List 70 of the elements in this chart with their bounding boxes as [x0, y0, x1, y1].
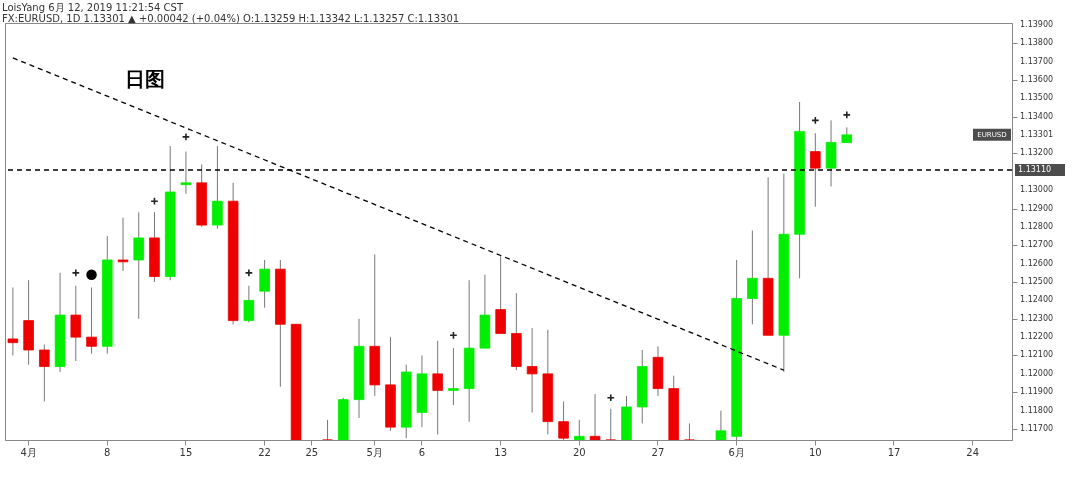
point	[449, 331, 458, 340]
x-tick-label: 15	[179, 446, 193, 458]
y-tick-label: 1.12100	[1020, 350, 1054, 360]
x-tick-label: 20	[572, 446, 586, 458]
candlestick	[432, 340, 443, 435]
candlestick	[7, 287, 19, 356]
candlestick	[495, 255, 506, 334]
y-tick-label: 1.13200	[1020, 148, 1054, 158]
y-tick-label: 1.12600	[1020, 258, 1054, 268]
candlestick	[715, 410, 727, 440]
y-tick-label: 1.13500	[1020, 93, 1054, 103]
y-tick-label: 1.13600	[1020, 74, 1054, 84]
candlestick	[558, 400, 569, 440]
candlestick	[180, 151, 192, 195]
y-tick-label: 1.12700	[1020, 240, 1054, 250]
y-tick-label: 1.13400	[1020, 111, 1054, 121]
x-tick-label: 22	[258, 446, 271, 458]
x-tick-label: 27	[651, 446, 665, 458]
y-tick-label: 1.13700	[1020, 56, 1054, 66]
candlestick	[133, 211, 145, 320]
candlestick	[212, 145, 223, 230]
y-tick-label: 1.12300	[1020, 313, 1054, 323]
y-tick-label: 1.12800	[1020, 221, 1054, 231]
point	[606, 393, 615, 402]
y-tick-label: 1.13301	[1020, 129, 1054, 139]
x-tick-label: 25	[305, 446, 319, 458]
candlestick	[243, 285, 255, 323]
point	[71, 268, 80, 277]
y-tick-label: 1.13000	[1020, 185, 1054, 195]
y-tick-label: 1.11900	[1020, 387, 1054, 397]
x-tick-label: 13	[494, 446, 507, 458]
candlestick	[448, 347, 459, 406]
candlestick	[117, 217, 129, 272]
y-tick-label: 1.13900	[1020, 19, 1054, 29]
x-tick-label: 4月	[20, 446, 37, 458]
y-tick-label: 1.11700	[1020, 423, 1054, 433]
point	[244, 268, 254, 277]
candlestick	[684, 422, 695, 440]
point	[150, 197, 159, 206]
x-tick-label: 17	[887, 446, 901, 458]
annotation: FX:EURUSD, 1D 1.13301 ▲ +0.00042 (+0.04%) O:1.13259 H:1.13342 L:1.13257 C:1.13301	[2, 13, 460, 24]
y-tick-label: 1.12500	[1020, 277, 1054, 287]
y-tick-label: 1.12200	[1020, 332, 1054, 342]
candlestick	[259, 259, 270, 309]
candlestick	[70, 285, 82, 362]
candlestick	[589, 393, 601, 440]
x-tick-label: 5月	[366, 446, 383, 458]
x-tick-label: 8	[104, 446, 111, 458]
x-tick-label: 6	[418, 446, 426, 458]
candlestick	[39, 343, 50, 402]
y-tick-label: 1.12400	[1020, 295, 1054, 305]
candlestick	[605, 408, 617, 440]
y-tick-label: 1.11800	[1020, 405, 1054, 415]
candlestick	[810, 132, 821, 208]
y-tick-label: 1.12900	[1020, 203, 1054, 213]
point	[86, 269, 97, 280]
text: 日图	[125, 67, 165, 91]
y-tick-label: 1.12000	[1020, 368, 1054, 378]
x-tick-label: 10	[808, 446, 822, 458]
candlestick	[747, 230, 758, 325]
candlestick	[322, 419, 333, 440]
ref-line-label: 1.13110	[1018, 164, 1052, 174]
x-tick-label: 6月	[728, 446, 745, 458]
text: LoisYang 6月 12, 2019 11:21:54 CST	[2, 2, 184, 13]
y-tick-label: 1.13800	[1020, 38, 1054, 48]
point	[842, 110, 851, 119]
x-tick-label: 24	[966, 446, 980, 458]
candlestick	[86, 287, 97, 355]
candlestick	[526, 327, 538, 413]
point	[181, 132, 191, 142]
